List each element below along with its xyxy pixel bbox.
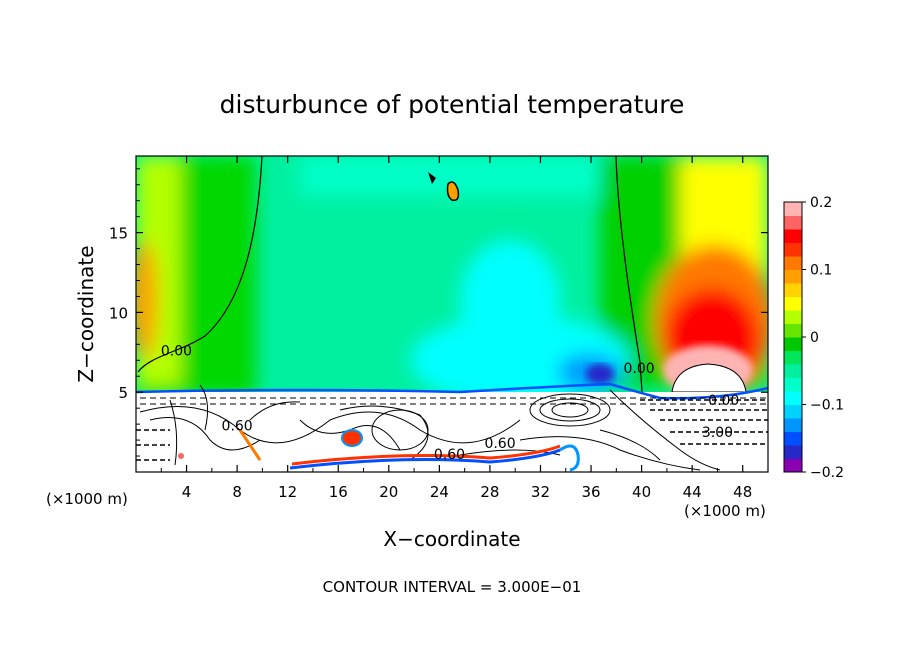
y-tick-label: 5 (118, 384, 128, 402)
dark-blue-spot (586, 364, 614, 384)
colorbar-swatch (784, 445, 802, 459)
x-axis-label: X−coordinate (383, 527, 520, 551)
x-tick-label: 24 (430, 483, 449, 501)
x-tick-label: 8 (232, 483, 242, 501)
field-blobs (136, 156, 768, 405)
colorbar-swatch (784, 296, 802, 311)
lower-dash-hatch (136, 399, 768, 461)
x-tick-label: 32 (531, 483, 550, 501)
colorbar-swatch (784, 364, 802, 378)
colorbar-tick-label: 0.2 (810, 195, 832, 211)
cyan-mid (460, 240, 560, 360)
x-axis-unit-left: (×1000 m) (46, 490, 128, 508)
x-tick-label: 44 (683, 483, 702, 501)
x-tick-label: 36 (581, 483, 600, 501)
colorbar-swatch (784, 202, 802, 216)
x-tick-label: 20 (379, 483, 398, 501)
colorbar-tick-label: 0.1 (810, 263, 832, 279)
plot-frame (135, 155, 769, 473)
contour-label: 0.60 (222, 419, 253, 435)
lower-contours (139, 384, 768, 471)
small-red-dot (178, 453, 184, 459)
colorbar-swatch (784, 283, 802, 297)
colorbar-swatch (784, 350, 802, 365)
contour-interval-footer: CONTOUR INTERVAL = 3.000E−01 (323, 578, 582, 596)
x-tick-label: 16 (329, 483, 348, 501)
colorbar-swatch (784, 458, 802, 473)
colorbar-tick-label: −0.1 (810, 398, 844, 414)
colorbar-tick-label: −0.2 (810, 465, 844, 481)
top-blob (446, 181, 460, 202)
contour-label: 0.60 (434, 447, 465, 463)
colorbar-swatch (784, 418, 802, 432)
plot-area: 0.00 0.00 0.60 0.60 0.60 3.00 0.00 (136, 156, 768, 472)
y-tick-label: 10 (109, 304, 128, 322)
left-warm-core (136, 240, 158, 360)
y-axis-label: Z−coordinate (74, 245, 98, 382)
colorbar-tick-label: 0 (810, 330, 819, 346)
contour-label: 0.00 (708, 393, 739, 409)
x-tick-label: 40 (632, 483, 651, 501)
colorbar-swatch (784, 377, 802, 392)
contour-label: 0.60 (484, 436, 515, 452)
colorbar-swatch (784, 256, 802, 270)
contour-zero-right (615, 156, 643, 393)
contour-label-layer: 0.00 0.00 0.60 0.60 0.60 3.00 0.00 (161, 343, 739, 463)
right-white-dome (671, 363, 747, 393)
x-tick-label: 48 (733, 483, 752, 501)
contour-label: 3.00 (702, 425, 733, 441)
colorbar: 0.2 0.1 0 −0.1 −0.2 (783, 195, 844, 481)
colorbar-swatch (784, 337, 802, 351)
colorbar-swatch (784, 215, 802, 230)
x-tick-label: 28 (480, 483, 499, 501)
contour-zero-left (137, 156, 263, 373)
x-axis: 4 8 12 16 20 24 28 32 36 40 44 48 (160, 156, 752, 501)
contour-label: 0.00 (161, 343, 192, 359)
contour-label: 0.00 (623, 361, 654, 377)
x-axis-unit-right: (×1000 m) (684, 502, 766, 520)
lower-colored-ribbons (238, 429, 580, 472)
colorbar-swatch (784, 269, 802, 284)
colorbar-swatch (784, 229, 802, 243)
colorbar-swatch (784, 323, 802, 338)
x-tick-label: 4 (182, 483, 192, 501)
x-tick-label: 12 (278, 483, 297, 501)
colorbar-swatch (784, 310, 802, 324)
colorbar-swatch (784, 404, 802, 419)
chart-title: disturbunce of potential temperature (220, 90, 685, 119)
y-tick-label: 15 (109, 225, 128, 243)
colorbar-swatch (784, 242, 802, 257)
red-eddy (341, 429, 363, 447)
colorbar-swatch (784, 431, 802, 446)
y-axis: 5 10 15 (109, 168, 768, 457)
top-blob-small (428, 172, 436, 184)
colorbar-swatch (784, 391, 802, 405)
